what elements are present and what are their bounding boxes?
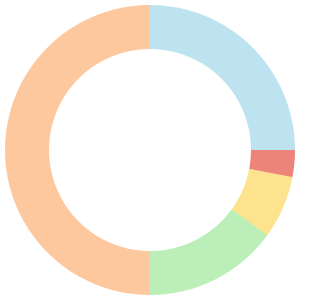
donut-segment [150, 5, 295, 150]
donut-segment [231, 168, 293, 236]
donut-segment [5, 5, 150, 295]
page: {"chart_data": {"type": "donut", "values… [5, 5, 295, 295]
donut-segment [150, 209, 268, 295]
chart [5, 5, 295, 295]
donut-segment [249, 150, 295, 178]
